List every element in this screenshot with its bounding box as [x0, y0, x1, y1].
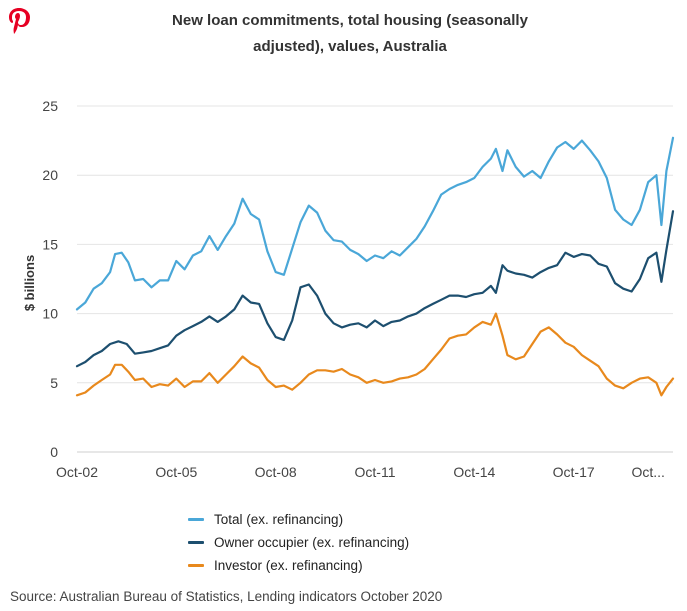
legend-label-owner-occupier: Owner occupier (ex. refinancing): [214, 535, 410, 550]
y-tick-label: 20: [42, 167, 58, 183]
legend-label-total: Total (ex. refinancing): [214, 512, 344, 527]
legend-item-total: Total (ex. refinancing): [188, 508, 409, 531]
x-tick-label: Oct-05: [155, 464, 197, 480]
x-tick-label: Oct-11: [355, 464, 396, 480]
chart-title: New loan commitments, total housing (sea…: [90, 8, 610, 60]
y-tick-label: 25: [42, 98, 58, 114]
legend-item-investor: Investor (ex. refinancing): [188, 554, 409, 577]
legend-swatch-total: [188, 518, 204, 521]
series-line-total: [75, 136, 675, 311]
pinterest-logo[interactable]: [6, 6, 32, 36]
series-line-owner: [75, 210, 675, 368]
grid: [77, 105, 673, 453]
source-note: Source: Australian Bureau of Statistics,…: [10, 589, 443, 604]
legend-swatch-investor: [188, 564, 204, 567]
legend-label-investor: Investor (ex. refinancing): [214, 558, 363, 573]
legend: Total (ex. refinancing) Owner occupier (…: [188, 508, 409, 577]
y-axis-label: $ billions: [22, 255, 37, 311]
y-tick-label: 10: [42, 306, 58, 322]
series-lines: [75, 136, 675, 397]
x-tick-label: Oct-02: [56, 464, 98, 480]
y-tick-label: 5: [50, 375, 58, 391]
y-tick-label: 15: [42, 236, 58, 252]
x-tick-label: Oct...: [631, 464, 664, 480]
chart-title-line-1: New loan commitments, total housing (sea…: [172, 12, 528, 29]
chart-title-line-2: adjusted), values, Australia: [253, 38, 447, 55]
x-tick-label: Oct-08: [255, 464, 297, 480]
y-tick-label: 0: [50, 444, 58, 460]
y-axis-ticks: 0 5 10 15 20 25: [42, 98, 58, 460]
line-chart: 0 5 10 15 20 25 Oct-02 Oct-05 Oct-08 Oct-11 Oct-1…: [22, 98, 675, 480]
legend-swatch-owner-occupier: [188, 541, 204, 544]
x-tick-label: Oct-14: [453, 464, 495, 480]
x-axis-ticks: Oct-02 Oct-05 Oct-08 Oct-11 Oct-14 Oct-17 Oct.…: [56, 464, 665, 480]
legend-item-owner-occupier: Owner occupier (ex. refinancing): [188, 531, 409, 554]
x-tick-label: Oct-17: [553, 464, 595, 480]
series-line-investor: [75, 312, 675, 397]
